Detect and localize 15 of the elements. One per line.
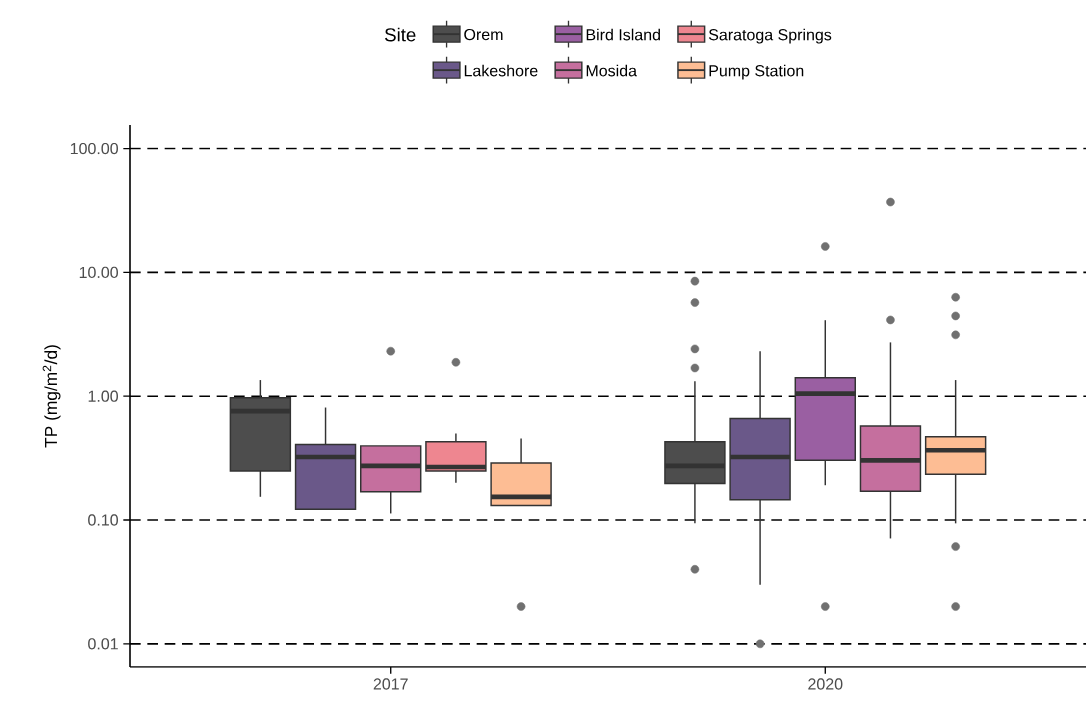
x-tick-label: 2017	[373, 678, 408, 690]
y-tick-label: 1.00	[88, 390, 118, 402]
legend-label: Lakeshore	[464, 64, 538, 77]
y-tick-label: 10.00	[79, 266, 118, 279]
legend-label: Bird Island	[586, 28, 660, 41]
y-axis-title: TP (mg/m$^{2}$/d)	[42, 345, 61, 448]
y-tick-label: 100.00	[70, 142, 118, 155]
x-tick-label: 2020	[808, 678, 843, 690]
legend-title: Site	[385, 27, 416, 42]
legend-label: Pump Station	[709, 64, 804, 80]
y-tick-label: 0.10	[88, 514, 118, 526]
y-tick-label: 0.01	[88, 638, 118, 650]
legend-label: Saratoga Springs	[708, 28, 832, 44]
legend-label: Mosida	[586, 64, 637, 77]
legend-label: Orem	[464, 28, 503, 41]
